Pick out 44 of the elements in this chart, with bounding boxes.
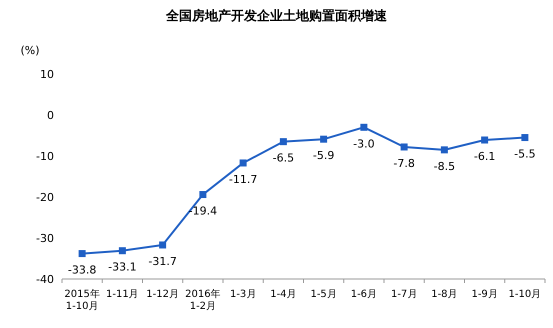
x-tick-label: 1-6月 — [350, 289, 378, 300]
point — [360, 124, 368, 131]
chart-title: 全国房地产开发企业土地购置面积增速 — [165, 8, 388, 24]
y-tick-label: 0 — [47, 109, 54, 122]
x-tick-label: 1-8月 — [431, 289, 458, 300]
data-label: -19.4 — [188, 204, 218, 218]
point — [521, 134, 528, 142]
y-axis-title: (%) — [20, 44, 40, 57]
x-tick-label: 1-10月 — [508, 289, 542, 300]
data-label: -7.8 — [393, 156, 415, 170]
x-tick-label: 1-11月 — [106, 289, 139, 300]
x-tick-label: 1-12月 — [146, 289, 179, 300]
point — [78, 250, 86, 258]
x-tick-label: 1-7月 — [390, 289, 418, 300]
point — [118, 247, 126, 254]
x-tick-label: 1-3月 — [230, 289, 256, 300]
data-label: -3.0 — [353, 137, 375, 150]
data-label: -5.5 — [514, 148, 536, 161]
y-tick-label: 10 — [40, 68, 54, 81]
data-label: -6.1 — [474, 150, 496, 164]
y-tick-label: -40 — [36, 273, 54, 286]
x-tick-label: 1-9月 — [471, 289, 498, 300]
x-tick-label: 1-4月 — [270, 289, 297, 300]
point — [159, 241, 166, 248]
data-label: -6.5 — [272, 152, 294, 165]
point — [320, 136, 328, 143]
data-label: -11.7 — [228, 172, 258, 186]
data-label: -8.5 — [434, 160, 456, 173]
x-tick-label: 2015年 1-10月 — [64, 288, 100, 312]
point — [240, 159, 247, 166]
y-tick-label: -20 — [36, 191, 54, 204]
point — [440, 146, 448, 154]
data-label: -31.7 — [148, 254, 177, 268]
data-label: -33.8 — [68, 264, 96, 277]
x-tick-label: 1-5月 — [310, 289, 337, 300]
x-tick-label: 2016年 1-2月 — [185, 288, 221, 312]
data-label: -5.9 — [312, 149, 334, 162]
point — [400, 143, 408, 150]
y-tick-label: -30 — [36, 232, 54, 245]
data-label: -33.1 — [108, 260, 137, 274]
point — [199, 191, 206, 198]
point — [481, 136, 488, 144]
point — [280, 138, 287, 146]
y-tick-label: -10 — [36, 150, 54, 163]
